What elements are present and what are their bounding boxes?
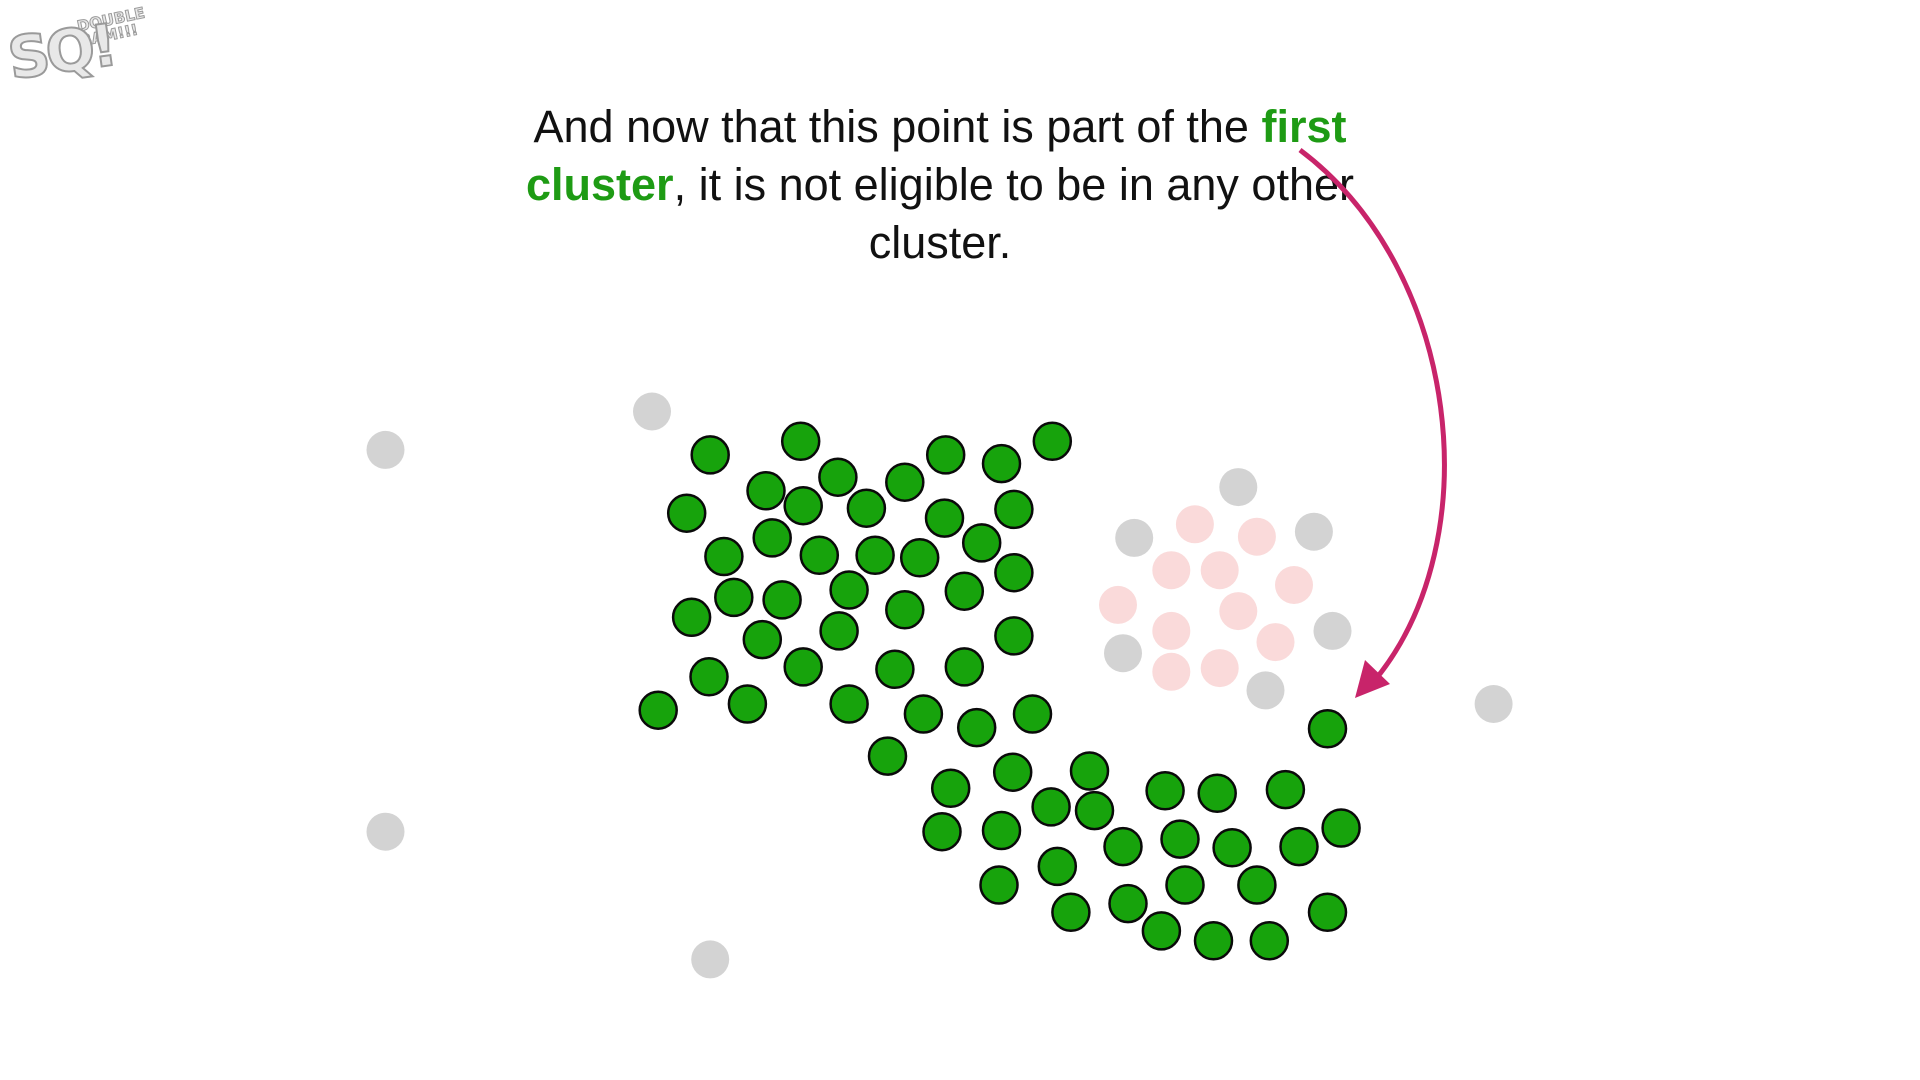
other-cluster-point xyxy=(1275,566,1313,604)
noise-point xyxy=(1246,671,1285,710)
first-cluster-point xyxy=(1212,828,1252,868)
first-cluster-point xyxy=(922,811,962,852)
first-cluster-point xyxy=(924,498,965,538)
noise-point xyxy=(1104,634,1142,673)
first-cluster-point xyxy=(961,523,1002,563)
first-cluster-point xyxy=(689,657,729,697)
first-cluster-point xyxy=(1321,808,1361,848)
noise-point xyxy=(633,392,671,431)
other-cluster-point xyxy=(1152,551,1191,590)
first-cluster-point xyxy=(1103,826,1143,867)
first-cluster-point xyxy=(1279,826,1319,867)
first-cluster-point xyxy=(994,552,1034,593)
first-cluster-point xyxy=(783,647,823,687)
first-cluster-point xyxy=(925,435,966,475)
first-cluster-point xyxy=(819,611,859,651)
noise-point xyxy=(691,940,730,979)
arrow-head xyxy=(1355,660,1390,698)
other-cluster-point xyxy=(1200,551,1239,590)
first-cluster-point xyxy=(783,485,823,526)
first-cluster-point xyxy=(1074,790,1115,831)
first-cluster-point xyxy=(671,597,712,638)
first-cluster-point xyxy=(1032,421,1073,462)
first-cluster-point xyxy=(994,489,1034,530)
arrow xyxy=(1298,148,1447,682)
first-cluster-point xyxy=(944,647,985,687)
other-cluster-point xyxy=(1152,652,1191,691)
first-cluster-point xyxy=(1237,865,1277,905)
first-cluster-point xyxy=(992,752,1033,792)
first-cluster-point xyxy=(1249,921,1290,961)
first-cluster-point xyxy=(1307,892,1348,933)
first-cluster-point xyxy=(799,535,840,576)
noise-point xyxy=(366,812,405,851)
first-cluster-point xyxy=(1193,921,1234,961)
first-cluster-point xyxy=(714,577,754,618)
first-cluster-point xyxy=(1108,883,1148,924)
first-cluster-point xyxy=(855,535,895,576)
first-cluster-point xyxy=(1031,787,1071,827)
first-cluster-point xyxy=(994,616,1034,656)
first-cluster-point xyxy=(829,570,869,610)
other-cluster-point xyxy=(1200,649,1239,688)
caption-part-1: And now that this point is part of the xyxy=(533,101,1262,152)
first-cluster-point xyxy=(956,707,997,748)
other-cluster-point xyxy=(1099,585,1137,624)
caption-part-2: , it is not eligible to be in any other … xyxy=(673,159,1354,268)
first-cluster-point xyxy=(979,865,1019,905)
first-cluster-point xyxy=(981,443,1022,484)
caption-text: And now that this point is part of the f… xyxy=(490,98,1390,272)
other-cluster-point xyxy=(1152,611,1191,650)
first-cluster-point xyxy=(746,471,786,511)
first-cluster-point xyxy=(1069,751,1110,791)
first-cluster-point xyxy=(704,536,744,577)
first-cluster-point xyxy=(899,538,940,578)
other-cluster-point xyxy=(1175,505,1214,544)
first-cluster-point xyxy=(885,462,925,502)
first-cluster-point xyxy=(930,768,971,809)
first-cluster-point xyxy=(638,690,678,730)
first-cluster-point xyxy=(944,571,985,611)
first-cluster-point xyxy=(875,649,915,690)
first-cluster-point xyxy=(981,810,1022,851)
first-cluster-point xyxy=(1197,773,1237,814)
noise-point xyxy=(1115,518,1154,557)
noise-point xyxy=(1294,512,1333,551)
first-cluster-point xyxy=(1145,771,1185,811)
noise-point xyxy=(366,430,405,469)
first-cluster-point xyxy=(867,736,908,776)
first-cluster-point xyxy=(752,518,792,558)
caption-highlight: first cluster xyxy=(526,101,1347,210)
other-cluster-point xyxy=(1256,623,1295,662)
noise-point xyxy=(1474,685,1513,723)
other-cluster-point xyxy=(1219,592,1258,631)
first-cluster-point xyxy=(1012,694,1053,734)
first-cluster-point xyxy=(762,580,802,620)
other-cluster-point xyxy=(1237,517,1276,556)
noise-point xyxy=(1313,611,1352,650)
first-cluster-point xyxy=(1165,865,1205,905)
first-cluster-point xyxy=(690,435,730,475)
first-cluster-point xyxy=(666,493,707,533)
first-cluster-point xyxy=(727,684,768,724)
points-layer xyxy=(366,392,1513,979)
first-cluster-point xyxy=(1141,911,1182,951)
first-cluster-point xyxy=(818,457,858,497)
first-cluster-point xyxy=(829,684,869,724)
first-cluster-point xyxy=(885,590,925,630)
first-cluster-point xyxy=(1265,769,1306,810)
first-cluster-point xyxy=(780,421,821,462)
first-cluster-point xyxy=(1051,892,1091,933)
first-cluster-point xyxy=(846,488,887,528)
first-cluster-point xyxy=(903,694,944,734)
noise-point xyxy=(1219,468,1258,507)
first-cluster-point xyxy=(1307,709,1348,749)
first-cluster-point xyxy=(1037,846,1078,887)
first-cluster-point xyxy=(1160,819,1200,859)
first-cluster-point xyxy=(742,619,783,660)
